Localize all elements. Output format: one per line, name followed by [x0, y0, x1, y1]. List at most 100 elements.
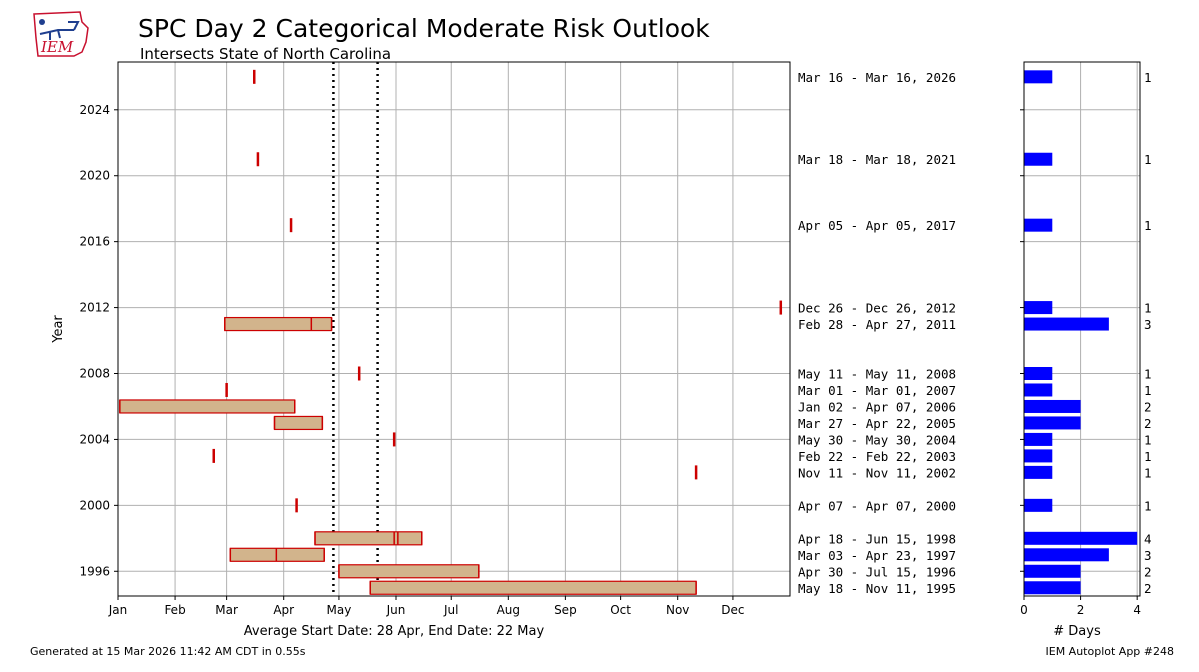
- count-bar: [1024, 581, 1081, 595]
- range-label: May 30 - May 30, 2004: [798, 432, 956, 447]
- range-label: Apr 05 - Apr 05, 2017: [798, 218, 956, 233]
- main-grid: [117, 62, 790, 596]
- range-label: May 11 - May 11, 2008: [798, 367, 956, 382]
- y-tick-label: 2012: [79, 301, 110, 315]
- app-note: IEM Autoplot App #248: [1045, 645, 1175, 658]
- x-tick-label: Apr: [273, 603, 294, 617]
- count-bar: [1024, 432, 1053, 446]
- count-value-label: 1: [1144, 70, 1152, 85]
- count-bar: [1024, 548, 1109, 562]
- count-value-label: 1: [1144, 498, 1152, 513]
- y-tick-label: 2016: [79, 235, 110, 249]
- count-bar: [1024, 465, 1053, 479]
- x-tick-label: Aug: [497, 603, 520, 617]
- count-value-label: 1: [1144, 432, 1152, 447]
- count-bar: [1024, 564, 1081, 578]
- range-label: Mar 18 - Mar 18, 2021: [798, 152, 956, 167]
- count-value-label: 1: [1144, 449, 1152, 464]
- count-bar: [1024, 70, 1053, 84]
- count-value-label: 4: [1144, 531, 1152, 546]
- range-label: Nov 11 - Nov 11, 2002: [798, 465, 956, 480]
- range-label: May 18 - Nov 11, 1995: [798, 581, 956, 596]
- y-tick-label: 2024: [79, 103, 110, 117]
- main-xlabel: Average Start Date: 28 Apr, End Date: 22…: [244, 624, 545, 639]
- logo-text: IEM: [40, 38, 74, 56]
- x-tick-label: Jun: [386, 603, 406, 617]
- count-bar: [1024, 399, 1081, 413]
- average-date-lines: [332, 62, 379, 596]
- x-tick-label: Jan: [108, 603, 128, 617]
- count-value-label: 2: [1144, 399, 1152, 414]
- chart-title: SPC Day 2 Categorical Moderate Risk Outl…: [138, 14, 710, 43]
- count-bar: [1024, 416, 1081, 430]
- count-bar: [1024, 531, 1138, 545]
- count-axes: 0 2 4: [1020, 109, 1141, 617]
- count-value-label: 1: [1144, 152, 1152, 167]
- chart-subtitle: Intersects State of North Carolina: [140, 45, 392, 63]
- x-tick-label: Dec: [721, 603, 744, 617]
- count-bar: [1024, 449, 1053, 463]
- x-tick-label: Mar: [215, 603, 238, 617]
- event-bar: [338, 564, 480, 579]
- main-ylabel: Year: [51, 315, 66, 344]
- range-label: Feb 22 - Feb 22, 2003: [798, 449, 956, 464]
- range-label: Mar 01 - Mar 01, 2007: [798, 383, 956, 398]
- event-bar: [314, 531, 423, 546]
- y-tick-label: 2020: [79, 169, 110, 183]
- count-value-label: 2: [1144, 581, 1152, 596]
- count-plot-frame: [1023, 61, 1141, 597]
- count-value-label: 1: [1144, 383, 1152, 398]
- y-tick-label: 1996: [79, 564, 110, 578]
- count-value-label: 1: [1144, 465, 1152, 480]
- range-label: Jan 02 - Apr 07, 2006: [798, 399, 956, 414]
- event-bar: [119, 399, 296, 414]
- count-value-label: 3: [1144, 317, 1152, 332]
- generated-note: Generated at 15 Mar 2026 11:42 AM CDT in…: [30, 645, 306, 658]
- main-plot-frame: [117, 61, 791, 597]
- count-value-label: 2: [1144, 416, 1152, 431]
- count-bar: [1024, 317, 1109, 331]
- x-tick-label: May: [327, 603, 352, 617]
- count-x-tick-label: 4: [1133, 603, 1141, 617]
- iem-logo: IEM: [33, 11, 89, 57]
- x-tick-label: Oct: [610, 603, 631, 617]
- x-tick-label: Jul: [443, 603, 458, 617]
- count-xlabel: # Days: [1053, 624, 1101, 639]
- count-bar: [1024, 383, 1053, 397]
- y-tick-label: 2004: [79, 432, 110, 446]
- count-bar: [1024, 218, 1053, 232]
- x-tick-label: Nov: [666, 603, 689, 617]
- count-x-tick-label: 0: [1020, 603, 1028, 617]
- range-label: Apr 07 - Apr 07, 2000: [798, 498, 956, 513]
- y-tick-label: 2000: [79, 498, 110, 512]
- count-value-label: 1: [1144, 367, 1152, 382]
- event-bars: [119, 69, 783, 595]
- count-value-label: 3: [1144, 548, 1152, 563]
- count-value-label: 1: [1144, 301, 1152, 316]
- event-bar: [229, 547, 325, 562]
- count-bar: [1024, 301, 1053, 315]
- count-value-label: 2: [1144, 564, 1152, 579]
- count-x-tick-label: 2: [1077, 603, 1085, 617]
- range-label: Feb 28 - Apr 27, 2011: [798, 317, 956, 332]
- y-tick-label: 2008: [79, 367, 110, 381]
- main-axes: Jan Feb Mar Apr May Jun Jul Aug Sep Oct Nov Dec 1996…: [79, 103, 744, 617]
- range-label: Mar 27 - Apr 22, 2005: [798, 416, 956, 431]
- count-value-label: 1: [1144, 218, 1152, 233]
- range-label: Apr 30 - Jul 15, 1996: [798, 564, 956, 579]
- range-label: Mar 03 - Apr 23, 1997: [798, 548, 956, 563]
- range-label: Dec 26 - Dec 26, 2012: [798, 301, 956, 316]
- count-bar: [1024, 498, 1053, 512]
- event-bar: [224, 316, 333, 332]
- range-labels: Mar 16 - Mar 16, 2026 Mar 18 - Mar 18, 20…: [798, 70, 956, 596]
- count-bar: [1024, 152, 1053, 166]
- x-tick-label: Sep: [554, 603, 577, 617]
- event-bar: [369, 580, 697, 595]
- count-bar: [1024, 367, 1053, 380]
- x-tick-label: Feb: [164, 603, 185, 617]
- range-label: Mar 16 - Mar 16, 2026: [798, 70, 956, 85]
- range-label: Apr 18 - Jun 15, 1998: [798, 531, 956, 546]
- event-bar: [273, 415, 323, 431]
